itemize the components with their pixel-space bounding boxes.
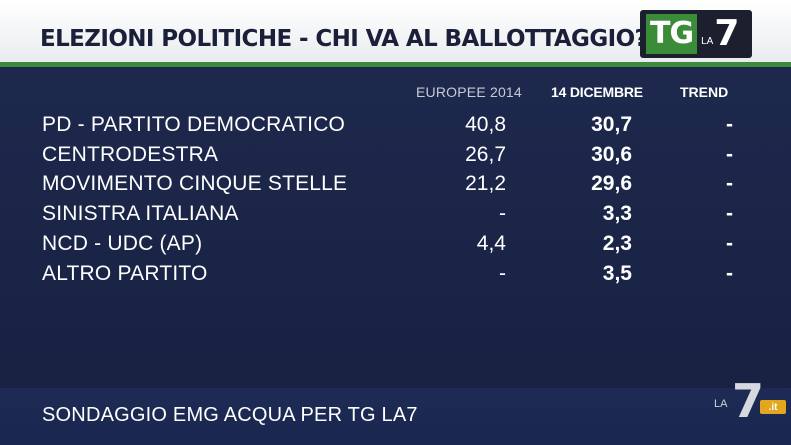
europee-value: 21,2 [465,172,506,195]
party-name: CENTRODESTRA [42,143,219,166]
la7-watermark: LA 7 .it [714,376,786,428]
party-name: MOVIMENTO CINQUE STELLE [42,172,348,195]
column-header-trend: TREND [680,84,729,100]
trend-value: - [726,113,733,136]
dicembre-value: 2,3 [602,232,632,255]
trend-value: - [726,232,733,255]
party-name: SINISTRA ITALIANA [42,202,239,225]
party-name: PD - PARTITO DEMOCRATICO [42,113,346,136]
trend-value: - [726,172,733,195]
table-row: SINISTRA ITALIANA - 3,3 - [0,199,791,229]
europee-value: - [499,202,506,225]
europee-value: 26,7 [465,143,506,166]
dicembre-value: 3,5 [602,262,632,285]
page-title: ELEZIONI POLITICHE - CHI VA AL BALLOTTAG… [40,26,648,52]
dicembre-value: 30,6 [591,143,632,166]
trend-value: - [726,202,733,225]
party-name: NCD - UDC (AP) [42,232,203,255]
table-row: NCD - UDC (AP) 4,4 2,3 - [0,229,791,259]
logo-tg-text: TG [646,14,698,54]
dicembre-value: 30,7 [591,113,632,136]
column-header-europee: EUROPEE 2014 [416,84,522,100]
column-header-dicembre: 14 DICEMBRE [551,84,643,100]
trend-value: - [726,143,733,166]
watermark-7-text: 7 [732,374,765,428]
header-green-stripe [0,62,791,67]
party-name: ALTRO PARTITO [42,262,208,285]
table-row: CENTRODESTRA 26,7 30,6 - [0,140,791,170]
europee-value: 40,8 [465,113,506,136]
trend-value: - [726,262,733,285]
dicembre-value: 3,3 [602,202,632,225]
table-row: MOVIMENTO CINQUE STELLE 21,2 29,6 - [0,169,791,199]
logo-la-text: LA [701,35,714,47]
watermark-it-badge: .it [760,400,786,414]
watermark-la-text: LA [714,398,728,410]
table-row: ALTRO PARTITO - 3,5 - [0,259,791,289]
footer-bar [0,388,791,445]
tg-la7-logo: TG LA 7 [640,10,752,58]
logo-7-text: 7 [714,13,740,54]
table-row: PD - PARTITO DEMOCRATICO 40,8 30,7 - [0,110,791,140]
watermark-it-text: .it [768,401,778,413]
europee-value: 4,4 [476,232,506,255]
europee-value: - [499,262,506,285]
dicembre-value: 29,6 [591,172,632,195]
source-caption: SONDAGGIO EMG ACQUA PER TG LA7 [42,404,418,426]
